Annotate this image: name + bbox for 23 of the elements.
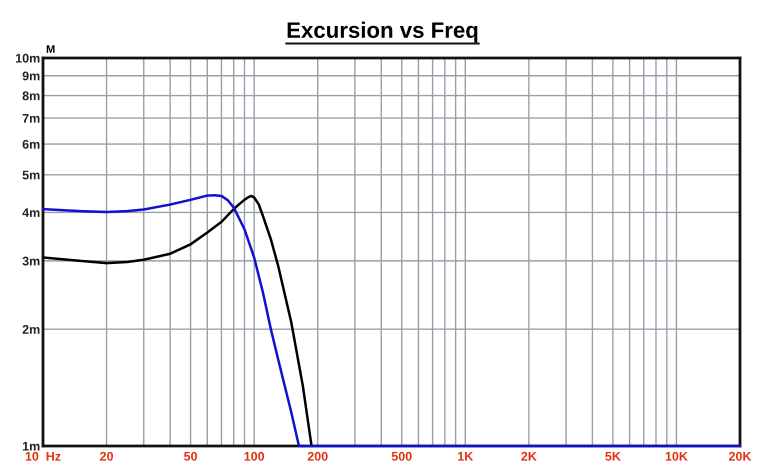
x-tick-label: 5K: [605, 452, 621, 461]
chart-title: Excursion vs Freq: [288, 22, 478, 42]
y-tick-label: 4m: [22, 208, 40, 217]
y-tick-label: 9m: [22, 72, 40, 80]
x-tick-label: 10K: [666, 452, 688, 461]
x-tick-label: 200: [308, 452, 328, 461]
x-tick-label: 500: [392, 452, 412, 461]
y-tick-label: 8m: [22, 91, 40, 100]
y-tick-label: 1m: [22, 442, 40, 451]
x-tick-label: 20K: [728, 452, 752, 461]
x-tick-label: 20: [100, 452, 113, 461]
y-tick-label: 10m: [16, 54, 40, 63]
x-tick-label: 100: [244, 452, 264, 461]
x-tick-label: 1K: [458, 452, 474, 461]
y-tick-label: 2m: [22, 325, 40, 334]
y-tick-label: 6m: [22, 140, 40, 149]
y-tick-label: 7m: [22, 114, 40, 123]
y-tick-label: 3m: [22, 256, 40, 266]
x-tick-label: 10 Hz: [26, 452, 61, 461]
y-tick-label: 5m: [22, 170, 40, 180]
x-tick-label: 50: [184, 452, 198, 461]
y-axis-title: M: [46, 45, 55, 53]
x-tick-label: 2K: [521, 452, 537, 461]
